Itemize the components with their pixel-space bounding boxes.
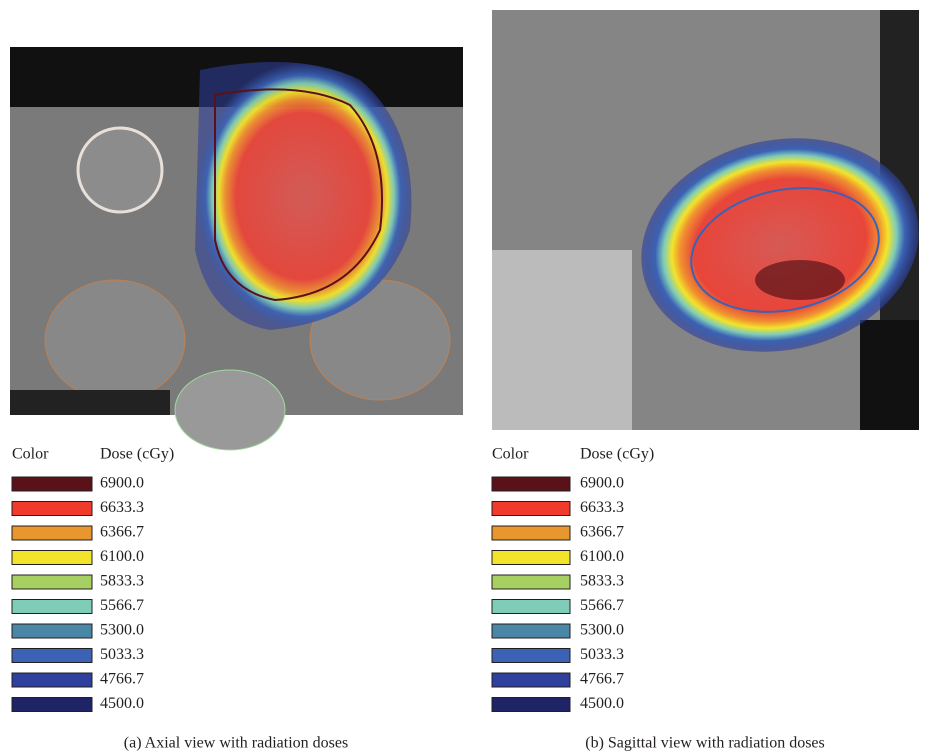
dose-label: 5566.7 bbox=[100, 597, 144, 614]
color-swatch bbox=[492, 502, 570, 516]
color-swatch bbox=[12, 477, 92, 491]
color-swatch bbox=[12, 551, 92, 565]
dose-label: 5833.3 bbox=[100, 573, 144, 590]
dose-label: 6633.3 bbox=[100, 499, 144, 516]
dose-label: 6900.0 bbox=[100, 475, 144, 492]
color-swatch bbox=[492, 477, 570, 491]
dose-label: 5300.0 bbox=[580, 622, 624, 639]
color-swatch bbox=[492, 526, 570, 540]
sagittal-image bbox=[492, 10, 934, 430]
dose-header: Dose (cGy) bbox=[100, 446, 174, 463]
dose-label: 6366.7 bbox=[580, 524, 624, 541]
color-swatch bbox=[492, 624, 570, 638]
color-swatch bbox=[12, 502, 92, 516]
dose-label: 6100.0 bbox=[580, 548, 624, 565]
dose-label: 5833.3 bbox=[580, 573, 624, 590]
color-swatch bbox=[492, 575, 570, 589]
dose-label: 4766.7 bbox=[100, 671, 144, 688]
color-swatch bbox=[12, 649, 92, 663]
color-swatch bbox=[492, 673, 570, 687]
dose-label: 6100.0 bbox=[100, 548, 144, 565]
dose-label: 5300.0 bbox=[100, 622, 144, 639]
color-swatch bbox=[492, 698, 570, 712]
color-header: Color bbox=[492, 446, 529, 463]
dose-label: 4500.0 bbox=[580, 695, 624, 712]
caption: (b) Sagittal view with radiation doses bbox=[585, 735, 825, 752]
dose-label: 5566.7 bbox=[580, 597, 624, 614]
dose-label: 6900.0 bbox=[580, 475, 624, 492]
color-swatch bbox=[12, 698, 92, 712]
dose-header: Dose (cGy) bbox=[580, 446, 654, 463]
color-swatch bbox=[12, 600, 92, 614]
dose-label: 5033.3 bbox=[100, 646, 144, 663]
dose-label: 4500.0 bbox=[100, 695, 144, 712]
axial-image bbox=[10, 47, 463, 450]
color-swatch bbox=[492, 600, 570, 614]
dose-label: 4766.7 bbox=[580, 671, 624, 688]
dose-label: 6366.7 bbox=[100, 524, 144, 541]
figure: Color Dose (cGy) 6900.0 6633.3 6366.7 6100.0 5… bbox=[0, 0, 934, 756]
color-swatch bbox=[492, 649, 570, 663]
color-header: Color bbox=[12, 446, 49, 463]
caption: (a) Axial view with radiation doses bbox=[124, 735, 348, 752]
color-swatch bbox=[12, 575, 92, 589]
dose-label: 5033.3 bbox=[580, 646, 624, 663]
color-swatch bbox=[492, 551, 570, 565]
color-swatch bbox=[12, 526, 92, 540]
color-swatch bbox=[12, 624, 92, 638]
dose-label: 6633.3 bbox=[580, 499, 624, 516]
color-swatch bbox=[12, 673, 92, 687]
